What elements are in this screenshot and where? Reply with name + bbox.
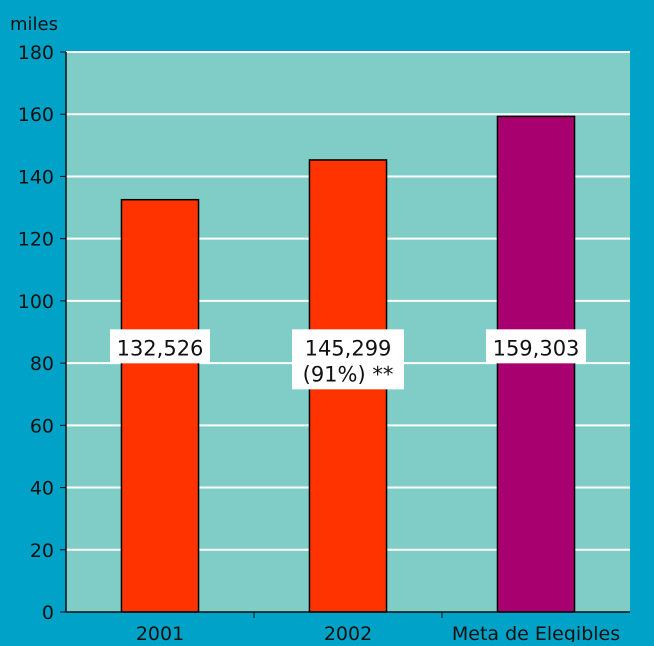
y-tick-label: 160 bbox=[18, 104, 54, 126]
x-tick-label: 2002 bbox=[324, 623, 372, 642]
data-label: 159,303 bbox=[486, 329, 586, 364]
x-tick-label: Meta de Elegibles bbox=[452, 623, 620, 642]
data-labels: 132,526 145,299(91%) ** 159,303 bbox=[110, 329, 586, 390]
bar-meta-de-elegibles bbox=[496, 115, 576, 613]
data-label-text: 159,303 bbox=[493, 336, 580, 360]
data-label-box bbox=[486, 329, 586, 364]
y-tick-label: 100 bbox=[18, 291, 54, 313]
bar-2001 bbox=[120, 198, 200, 613]
y-tick-label: 0 bbox=[42, 602, 54, 624]
y-tick-label: 140 bbox=[18, 166, 54, 188]
data-label: 132,526 bbox=[110, 329, 210, 364]
y-axis-title: miles bbox=[10, 14, 58, 35]
axes: 0 20 40 60 80 100 120 140 160 180 2001 2002 Meta de … bbox=[18, 42, 630, 645]
data-label-text: 132,526 bbox=[117, 336, 204, 360]
data-label-text: 145,299 bbox=[305, 336, 392, 360]
y-tick-label: 60 bbox=[30, 415, 54, 437]
y-tick-label: 120 bbox=[18, 229, 54, 251]
y-tick-label: 180 bbox=[18, 42, 54, 64]
y-tick-label: 20 bbox=[30, 540, 54, 562]
x-tick-label: 2001 bbox=[136, 623, 184, 642]
y-tick-label: 80 bbox=[30, 353, 54, 375]
data-label-text: (91%) ** bbox=[303, 362, 394, 386]
y-tick-label: 40 bbox=[30, 478, 54, 500]
bars bbox=[120, 115, 576, 613]
data-label-box bbox=[110, 329, 210, 364]
data-label-box bbox=[292, 329, 404, 390]
data-label: 145,299(91%) ** bbox=[292, 329, 404, 390]
